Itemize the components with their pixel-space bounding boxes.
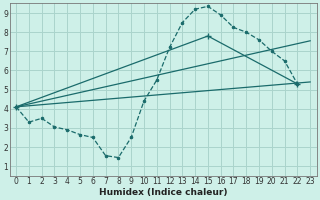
X-axis label: Humidex (Indice chaleur): Humidex (Indice chaleur) xyxy=(99,188,228,197)
